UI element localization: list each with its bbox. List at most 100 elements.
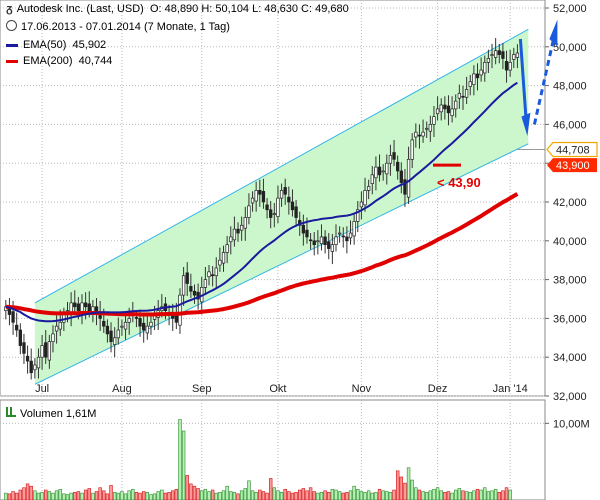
volume-bar bbox=[385, 491, 389, 500]
volume-bar bbox=[290, 492, 295, 500]
candle-body bbox=[33, 364, 37, 371]
volume-bar bbox=[279, 492, 284, 500]
candle-body bbox=[308, 239, 313, 242]
volume-bar bbox=[374, 492, 378, 500]
candle-body bbox=[254, 190, 258, 202]
candle-body bbox=[127, 318, 131, 323]
candle-body bbox=[454, 100, 458, 110]
volume-bar bbox=[356, 488, 360, 500]
volume-bar bbox=[265, 492, 269, 500]
volume-bar bbox=[403, 482, 407, 500]
volume-bar bbox=[152, 493, 157, 500]
candle-body bbox=[421, 131, 425, 137]
candle-body bbox=[265, 204, 269, 211]
xtick-label: Nov bbox=[352, 383, 372, 395]
candle-body bbox=[497, 50, 501, 55]
candle-body bbox=[486, 58, 491, 63]
candle-body bbox=[287, 196, 291, 203]
candle-body bbox=[185, 272, 189, 284]
volume-bar bbox=[283, 488, 287, 500]
volume-bar bbox=[428, 490, 433, 500]
candle-body bbox=[58, 321, 62, 330]
candle-body bbox=[192, 290, 197, 296]
candle-body bbox=[367, 186, 371, 191]
candle-body bbox=[501, 51, 505, 59]
candle-body bbox=[403, 179, 407, 195]
volume-bar bbox=[112, 492, 117, 500]
volume-bar bbox=[76, 491, 81, 500]
candle-body bbox=[359, 201, 364, 208]
volume-bar bbox=[327, 492, 331, 500]
volume-bar bbox=[305, 490, 309, 500]
candle-body bbox=[221, 252, 226, 264]
volume-bar bbox=[87, 488, 91, 500]
candle-body bbox=[203, 279, 208, 288]
candle-body bbox=[138, 318, 142, 327]
last-price-label: 44,708 bbox=[556, 144, 590, 156]
ytick-label: 34,000 bbox=[553, 352, 587, 364]
volume-bar bbox=[472, 490, 476, 500]
volume-bar bbox=[268, 478, 273, 500]
volume-bar bbox=[239, 490, 244, 500]
candle-body bbox=[515, 52, 520, 58]
ema200-name: EMA(200) bbox=[23, 55, 73, 67]
ytick-label: 42,000 bbox=[553, 197, 587, 209]
volume-bar bbox=[131, 488, 135, 500]
volume-bar bbox=[272, 487, 277, 500]
ytick-label: 48,000 bbox=[553, 81, 587, 93]
volume-bar bbox=[341, 492, 345, 500]
volume-bar bbox=[127, 490, 131, 500]
volume-bar bbox=[214, 492, 218, 500]
candle-body bbox=[446, 105, 451, 114]
candle-body bbox=[330, 244, 335, 252]
candle-body bbox=[319, 236, 324, 245]
candle-body bbox=[392, 152, 396, 160]
xtick-label: Okt bbox=[269, 383, 286, 395]
up-arrow-shaft bbox=[532, 34, 556, 125]
candle-body bbox=[40, 345, 44, 358]
volume-bar bbox=[457, 488, 462, 500]
support-label-box bbox=[547, 158, 597, 173]
volume-bar bbox=[254, 492, 258, 500]
volume-bar bbox=[461, 490, 465, 500]
ytick-label: 36,000 bbox=[553, 313, 587, 325]
candle-body bbox=[327, 241, 331, 249]
xtick-label: Sep bbox=[192, 383, 212, 395]
volume-bar bbox=[366, 490, 371, 500]
candle-body bbox=[428, 124, 432, 132]
volume-bar bbox=[218, 492, 222, 500]
candle-body bbox=[25, 355, 30, 362]
volume-bar bbox=[65, 494, 70, 500]
volume-bar bbox=[196, 488, 200, 500]
volume-bar bbox=[163, 492, 168, 500]
ema50-swatch bbox=[6, 43, 18, 47]
volume-bar bbox=[464, 491, 469, 500]
ytick-label: 46,000 bbox=[553, 119, 587, 131]
candle-body bbox=[174, 315, 178, 323]
candle-body bbox=[323, 236, 327, 246]
volume-bar bbox=[203, 488, 208, 500]
support-label: 43,900 bbox=[556, 160, 590, 172]
volume-bar bbox=[18, 489, 23, 500]
candle-body bbox=[116, 329, 120, 339]
candle-body bbox=[109, 330, 113, 343]
volume-bar bbox=[363, 492, 367, 500]
candle-body bbox=[123, 321, 128, 330]
ytick-label: 50,000 bbox=[553, 42, 587, 54]
candle-body bbox=[457, 93, 462, 99]
volume-bar bbox=[25, 483, 30, 500]
ema50-name: EMA(50) bbox=[23, 39, 67, 51]
candle-body bbox=[312, 240, 316, 246]
volume-bar bbox=[116, 492, 120, 500]
candle-body bbox=[432, 116, 436, 125]
volume-bar bbox=[377, 488, 382, 500]
volume-bar bbox=[102, 490, 106, 500]
volume-bar bbox=[475, 488, 480, 500]
candle-body bbox=[15, 324, 19, 331]
candle-body bbox=[258, 190, 262, 195]
candle-body bbox=[269, 209, 273, 218]
volume-bar bbox=[236, 493, 240, 500]
candle-body bbox=[508, 61, 512, 71]
candle-body bbox=[47, 341, 52, 361]
candle-body bbox=[218, 259, 222, 266]
